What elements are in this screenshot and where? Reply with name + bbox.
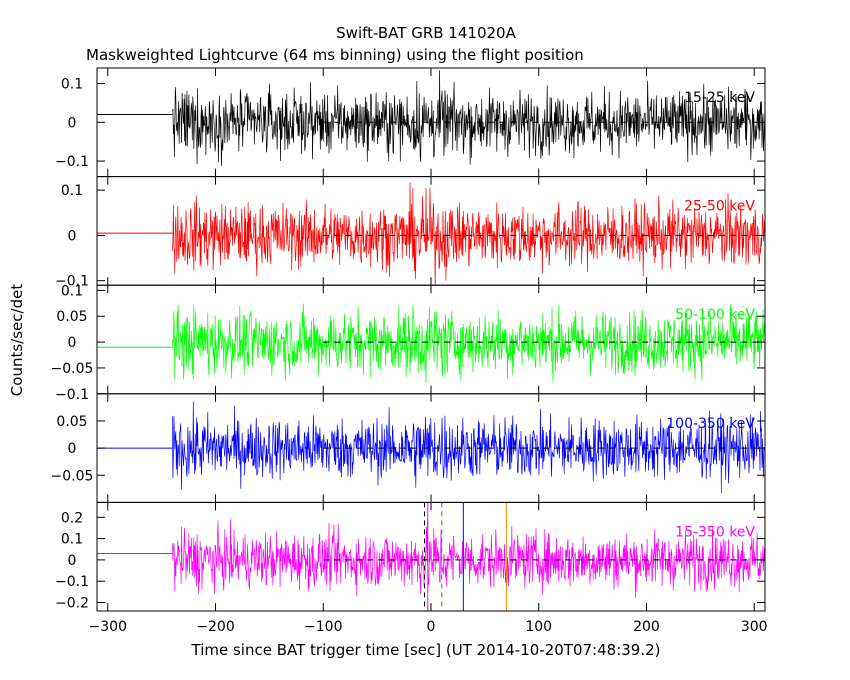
series-1-lightcurve	[172, 70, 765, 166]
panel-plot-area	[97, 182, 765, 286]
y-tick-label: 0.1	[61, 183, 83, 199]
y-tick-label: −0.05	[51, 468, 94, 484]
y-axis-label: Counts/sec/det	[8, 284, 26, 397]
y-tick-label: 0	[68, 335, 77, 351]
y-tick-label: −0.1	[55, 274, 89, 290]
x-tick-label: −100	[304, 619, 342, 635]
panel-3: −0.1 −0.05 0 0.05 0.1 50-100 keV	[51, 283, 766, 403]
y-tick-label: −0.1	[55, 154, 89, 170]
y-tick-label: −0.2	[55, 595, 89, 611]
series-5-band-label: 15-350 keV	[675, 524, 755, 540]
panel-plot-area	[97, 502, 765, 611]
y-tick-label: 0	[68, 115, 77, 131]
x-axis-label: Time since BAT trigger time [sec] (UT 20…	[191, 641, 661, 659]
x-tick-label: 300	[741, 619, 768, 635]
y-tick-label: 0	[68, 553, 77, 569]
series-4-lightcurve	[172, 401, 765, 494]
series-2-band-label: 25-50 keV	[684, 199, 755, 215]
y-tick-label: 0.1	[61, 77, 83, 93]
panels-group: −0.100.115-25 keV−0.100.125-50 keV−0.1−0…	[51, 67, 766, 612]
series-3-lightcurve	[172, 303, 765, 384]
panel-5: −0.2 −0.1 0 0.1 0.2 15-350 keV	[55, 501, 766, 612]
panel-plot-area	[97, 70, 765, 166]
y-tick-label: −0.1	[55, 387, 89, 403]
series-5-lightcurve	[172, 519, 765, 598]
y-tick-label: 0.2	[61, 510, 83, 526]
series-4-band-label: 100-350 keV	[666, 416, 755, 432]
x-tick-label: −300	[89, 619, 127, 635]
y-tick-label: 0.1	[61, 283, 83, 299]
y-tick-label: 0	[68, 228, 77, 244]
chart-subtitle: Maskweighted Lightcurve (64 ms binning) …	[86, 46, 584, 64]
x-tick-label: −200	[196, 619, 234, 635]
y-tick-label: −0.05	[51, 361, 94, 377]
x-tick-label: 200	[633, 619, 660, 635]
y-tick-label: 0.1	[61, 532, 83, 548]
y-tick-label: 0	[68, 441, 77, 457]
chart-title: Swift-BAT GRB 141020A	[336, 24, 516, 42]
series-1-band-label: 15-25 keV	[684, 90, 755, 106]
x-tick-label: 0	[427, 619, 436, 635]
x-tick-label: 100	[525, 619, 552, 635]
y-tick-label: 0.05	[56, 414, 87, 430]
panel-4: −0.05 0 0.05 100-350 keV	[51, 393, 766, 503]
series-3-band-label: 50-100 keV	[675, 307, 755, 323]
panel-plot-area	[97, 401, 765, 494]
panel-plot-area	[97, 303, 765, 384]
series-2-lightcurve	[172, 182, 765, 286]
panel-1: −0.1 0 0.1 15-25 keV	[55, 67, 766, 178]
x-axis: −300 −200 −100 0 100 200 300	[89, 619, 768, 635]
y-tick-label: −0.1	[55, 574, 89, 590]
y-tick-label: 0.05	[56, 309, 87, 325]
panel-2: −0.1 0 0.1 25-50 keV	[55, 176, 766, 290]
